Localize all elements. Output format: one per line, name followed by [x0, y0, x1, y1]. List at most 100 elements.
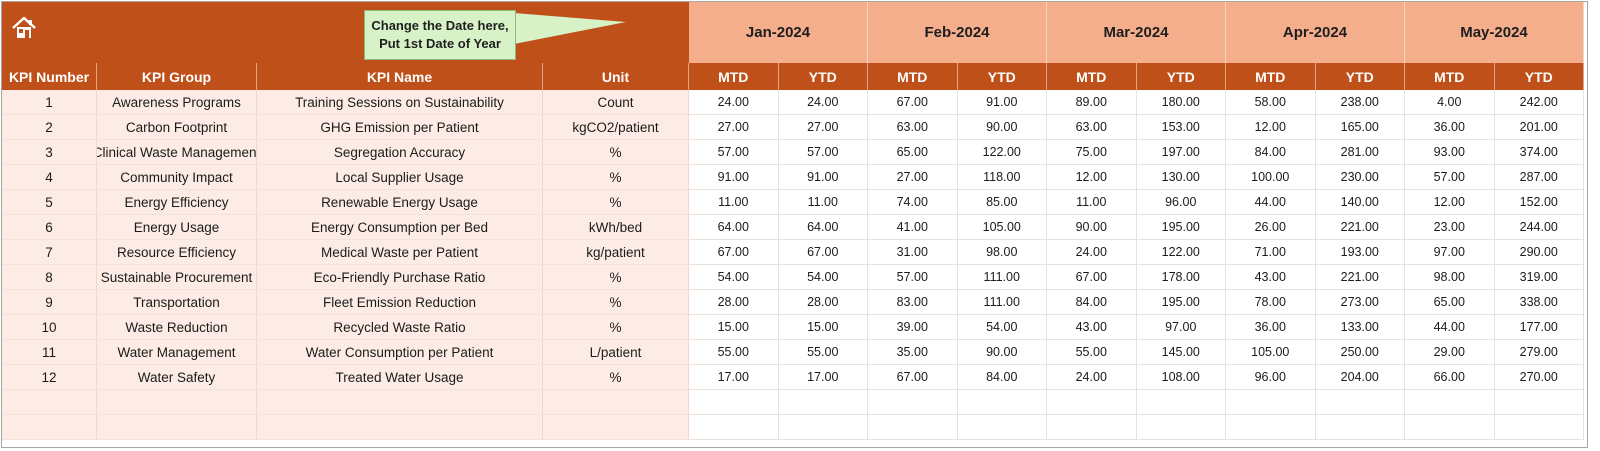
cell-ytd-value[interactable]: 180.00	[1136, 90, 1226, 115]
cell-ytd-value[interactable]: 319.00	[1494, 265, 1584, 290]
cell-unit[interactable]: %	[543, 315, 689, 340]
cell-mtd-value[interactable]: 24.00	[689, 90, 779, 115]
cell-mtd-value[interactable]: 44.00	[1226, 190, 1316, 215]
cell-ytd-value[interactable]	[1136, 390, 1226, 415]
header-ytd[interactable]: YTD	[1316, 63, 1405, 90]
header-mtd[interactable]: MTD	[1405, 63, 1495, 90]
cell-kpi-group[interactable]: Community Impact	[97, 165, 257, 190]
cell-mtd-value[interactable]: 84.00	[1047, 290, 1137, 315]
cell-mtd-value[interactable]: 44.00	[1405, 315, 1495, 340]
cell-unit[interactable]: kg/patient	[543, 240, 689, 265]
cell-ytd-value[interactable]: 244.00	[1494, 215, 1584, 240]
cell-mtd-value[interactable]: 57.00	[1405, 165, 1495, 190]
cell-mtd-value[interactable]	[1405, 415, 1495, 440]
cell-ytd-value[interactable]: 96.00	[1136, 190, 1226, 215]
cell-ytd-value[interactable]: 273.00	[1315, 290, 1405, 315]
month-header[interactable]: Feb-2024	[868, 2, 1047, 63]
cell-kpi-number[interactable]: 12	[2, 365, 97, 390]
cell-mtd-value[interactable]: 39.00	[868, 315, 958, 340]
cell-mtd-value[interactable]: 55.00	[1047, 340, 1137, 365]
cell-mtd-value[interactable]: 11.00	[689, 190, 779, 215]
cell-mtd-value[interactable]: 65.00	[1405, 290, 1495, 315]
cell-mtd-value[interactable]: 63.00	[1047, 115, 1137, 140]
cell-mtd-value[interactable]: 83.00	[868, 290, 958, 315]
cell-ytd-value[interactable]: 165.00	[1315, 115, 1405, 140]
cell-mtd-value[interactable]: 27.00	[868, 165, 958, 190]
cell-ytd-value[interactable]: 287.00	[1494, 165, 1584, 190]
cell-kpi-name[interactable]: Fleet Emission Reduction	[257, 290, 543, 315]
cell-mtd-value[interactable]: 93.00	[1405, 140, 1495, 165]
cell-ytd-value[interactable]: 27.00	[778, 115, 868, 140]
cell-ytd-value[interactable]: 111.00	[957, 265, 1047, 290]
cell-mtd-value[interactable]: 15.00	[689, 315, 779, 340]
cell-kpi-number[interactable]: 4	[2, 165, 97, 190]
month-header[interactable]: Jan-2024	[689, 2, 868, 63]
cell-mtd-value[interactable]: 96.00	[1226, 365, 1316, 390]
cell-kpi-group[interactable]: Carbon Footprint	[97, 115, 257, 140]
cell-ytd-value[interactable]	[1494, 415, 1584, 440]
cell-mtd-value[interactable]: 67.00	[1047, 265, 1137, 290]
header-ytd[interactable]: YTD	[1137, 63, 1226, 90]
cell-ytd-value[interactable]: 281.00	[1315, 140, 1405, 165]
cell-ytd-value[interactable]	[1315, 415, 1405, 440]
cell-mtd-value[interactable]: 12.00	[1226, 115, 1316, 140]
cell-mtd-value[interactable]: 67.00	[868, 90, 958, 115]
cell-ytd-value[interactable]: 118.00	[957, 165, 1047, 190]
cell-kpi-name[interactable]: Local Supplier Usage	[257, 165, 543, 190]
cell-mtd-value[interactable]: 55.00	[689, 340, 779, 365]
cell-ytd-value[interactable]: 90.00	[957, 340, 1047, 365]
cell-kpi-group[interactable]: Sustainable Procurement	[97, 265, 257, 290]
cell-ytd-value[interactable]: 122.00	[1136, 240, 1226, 265]
cell-kpi-number[interactable]: 2	[2, 115, 97, 140]
cell-mtd-value[interactable]: 43.00	[1047, 315, 1137, 340]
cell-mtd-value[interactable]: 12.00	[1405, 190, 1495, 215]
cell-mtd-value[interactable]: 98.00	[1405, 265, 1495, 290]
cell-mtd-value[interactable]: 43.00	[1226, 265, 1316, 290]
cell-ytd-value[interactable]: 204.00	[1315, 365, 1405, 390]
cell-ytd-value[interactable]: 64.00	[778, 215, 868, 240]
cell-ytd-value[interactable]: 270.00	[1494, 365, 1584, 390]
cell-kpi-group[interactable]: Waste Reduction	[97, 315, 257, 340]
cell-ytd-value[interactable]: 140.00	[1315, 190, 1405, 215]
header-ytd[interactable]: YTD	[779, 63, 868, 90]
cell-unit[interactable]	[543, 390, 689, 415]
cell-ytd-value[interactable]	[1136, 415, 1226, 440]
cell-unit[interactable]: kgCO2/patient	[543, 115, 689, 140]
cell-mtd-value[interactable]: 36.00	[1405, 115, 1495, 140]
cell-ytd-value[interactable]: 55.00	[778, 340, 868, 365]
cell-kpi-name[interactable]: Renewable Energy Usage	[257, 190, 543, 215]
cell-mtd-value[interactable]: 17.00	[689, 365, 779, 390]
cell-mtd-value[interactable]: 24.00	[1047, 365, 1137, 390]
cell-mtd-value[interactable]: 67.00	[689, 240, 779, 265]
cell-kpi-number[interactable]	[2, 415, 97, 440]
cell-ytd-value[interactable]: 197.00	[1136, 140, 1226, 165]
cell-ytd-value[interactable]: 338.00	[1494, 290, 1584, 315]
cell-ytd-value[interactable]: 98.00	[957, 240, 1047, 265]
cell-kpi-group[interactable]	[97, 415, 257, 440]
header-ytd[interactable]: YTD	[958, 63, 1047, 90]
cell-mtd-value[interactable]	[868, 415, 958, 440]
cell-mtd-value[interactable]: 75.00	[1047, 140, 1137, 165]
cell-mtd-value[interactable]	[1405, 390, 1495, 415]
cell-kpi-number[interactable]: 3	[2, 140, 97, 165]
header-kpi-group[interactable]: KPI Group	[97, 63, 257, 90]
cell-mtd-value[interactable]: 57.00	[689, 140, 779, 165]
cell-mtd-value[interactable]: 65.00	[868, 140, 958, 165]
cell-ytd-value[interactable]: 201.00	[1494, 115, 1584, 140]
cell-mtd-value[interactable]: 23.00	[1405, 215, 1495, 240]
cell-kpi-name[interactable]: Water Consumption per Patient	[257, 340, 543, 365]
cell-mtd-value[interactable]: 78.00	[1226, 290, 1316, 315]
cell-unit[interactable]: %	[543, 140, 689, 165]
cell-kpi-number[interactable]: 5	[2, 190, 97, 215]
cell-mtd-value[interactable]: 84.00	[1226, 140, 1316, 165]
cell-mtd-value[interactable]: 89.00	[1047, 90, 1137, 115]
cell-mtd-value[interactable]: 91.00	[689, 165, 779, 190]
cell-ytd-value[interactable]: 24.00	[778, 90, 868, 115]
cell-mtd-value[interactable]: 71.00	[1226, 240, 1316, 265]
header-mtd[interactable]: MTD	[1047, 63, 1137, 90]
cell-ytd-value[interactable]: 67.00	[778, 240, 868, 265]
cell-ytd-value[interactable]: 195.00	[1136, 215, 1226, 240]
cell-kpi-name[interactable]	[257, 390, 543, 415]
cell-mtd-value[interactable]: 63.00	[868, 115, 958, 140]
cell-mtd-value[interactable]: 28.00	[689, 290, 779, 315]
